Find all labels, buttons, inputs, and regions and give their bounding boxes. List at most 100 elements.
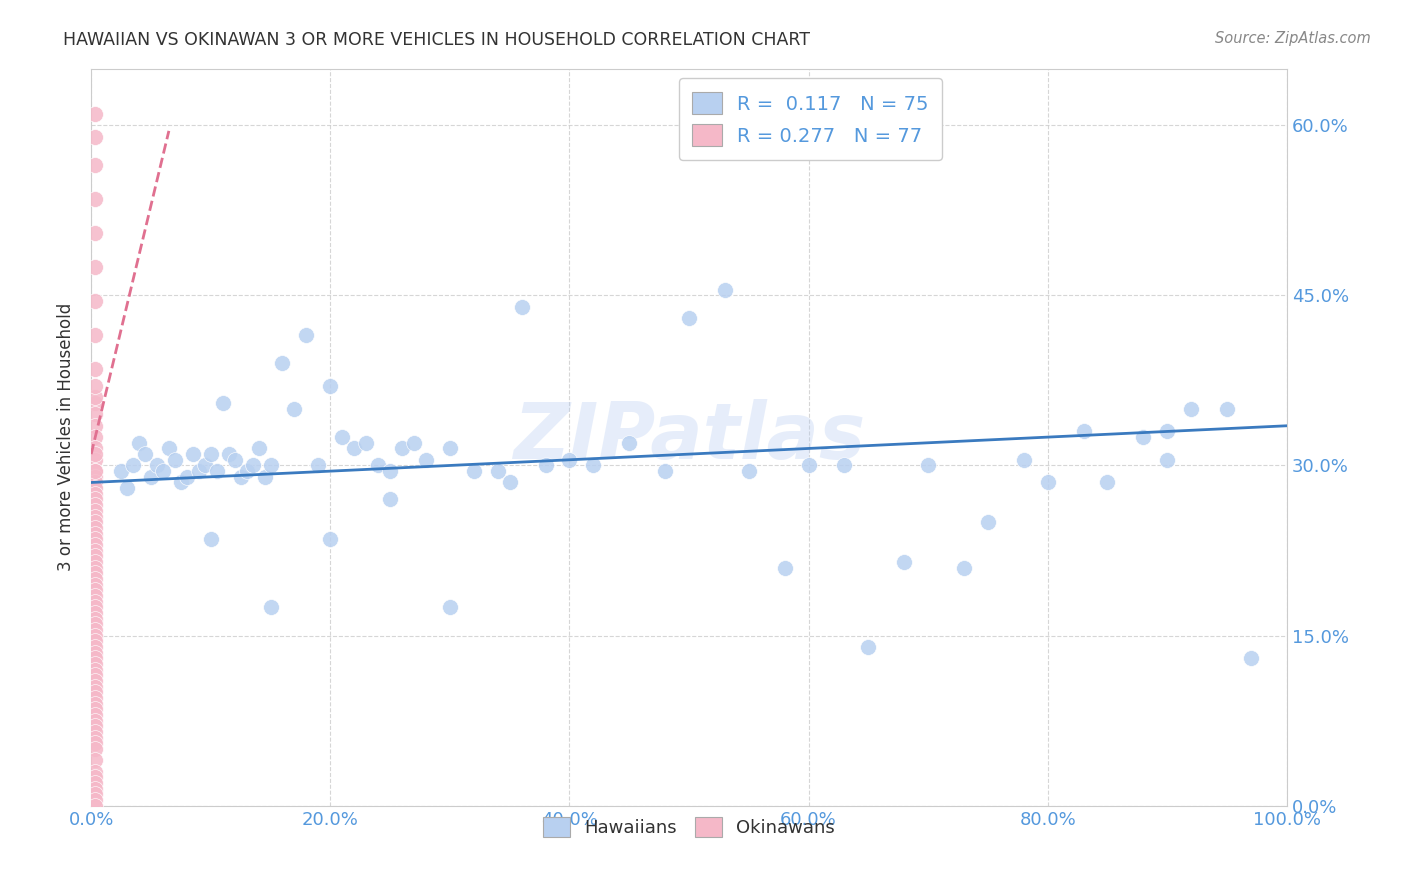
Point [1216, 401, 1239, 416]
Point [1156, 452, 1178, 467]
Point [83, 226, 105, 240]
Point [83, 617, 105, 632]
Point [402, 435, 425, 450]
Point [83, 589, 105, 603]
Point [83, 776, 105, 790]
Point [83, 685, 105, 699]
Point [439, 600, 461, 615]
Point [534, 458, 557, 473]
Point [343, 442, 366, 456]
Point [83, 657, 105, 671]
Point [83, 538, 105, 552]
Point [259, 458, 281, 473]
Legend: Hawaiians, Okinawans: Hawaiians, Okinawans [536, 809, 842, 845]
Point [83, 697, 105, 711]
Point [253, 470, 276, 484]
Point [83, 396, 105, 410]
Point [83, 611, 105, 625]
Point [83, 391, 105, 405]
Point [83, 623, 105, 637]
Point [486, 464, 509, 478]
Point [83, 708, 105, 723]
Point [439, 442, 461, 456]
Point [319, 532, 342, 546]
Point [378, 464, 401, 478]
Point [83, 430, 105, 444]
Point [83, 594, 105, 608]
Point [176, 470, 198, 484]
Point [83, 781, 105, 796]
Point [330, 430, 353, 444]
Point [83, 470, 105, 484]
Point [170, 475, 193, 490]
Point [83, 464, 105, 478]
Point [83, 742, 105, 756]
Point [83, 577, 105, 591]
Point [83, 788, 105, 802]
Point [242, 458, 264, 473]
Point [319, 379, 342, 393]
Point [83, 526, 105, 541]
Point [83, 702, 105, 716]
Point [714, 283, 737, 297]
Point [211, 396, 233, 410]
Point [858, 640, 880, 654]
Point [1073, 425, 1095, 439]
Point [229, 470, 252, 484]
Point [146, 458, 169, 473]
Point [271, 356, 294, 370]
Point [83, 447, 105, 461]
Y-axis label: 3 or more Vehicles in Household: 3 or more Vehicles in Household [58, 303, 75, 571]
Point [83, 736, 105, 750]
Point [83, 583, 105, 598]
Point [1012, 452, 1035, 467]
Point [187, 464, 209, 478]
Point [977, 515, 1000, 529]
Point [128, 435, 150, 450]
Point [83, 606, 105, 620]
Point [953, 560, 976, 574]
Point [83, 418, 105, 433]
Point [224, 452, 246, 467]
Point [83, 566, 105, 581]
Point [83, 408, 105, 422]
Point [619, 435, 641, 450]
Point [83, 560, 105, 574]
Point [1240, 651, 1263, 665]
Point [558, 452, 581, 467]
Point [157, 442, 180, 456]
Point [83, 442, 105, 456]
Text: ZIPatlas: ZIPatlas [513, 399, 865, 475]
Point [83, 634, 105, 648]
Point [83, 504, 105, 518]
Point [83, 452, 105, 467]
Point [83, 192, 105, 206]
Point [83, 555, 105, 569]
Point [259, 600, 281, 615]
Point [200, 532, 222, 546]
Point [83, 509, 105, 524]
Point [1180, 401, 1202, 416]
Point [83, 572, 105, 586]
Point [367, 458, 389, 473]
Point [498, 475, 520, 490]
Point [194, 458, 217, 473]
Point [134, 447, 156, 461]
Point [83, 532, 105, 546]
Point [391, 442, 413, 456]
Point [797, 458, 820, 473]
Point [218, 447, 240, 461]
Point [83, 328, 105, 343]
Point [773, 560, 796, 574]
Point [83, 764, 105, 779]
Point [83, 663, 105, 677]
Point [83, 793, 105, 807]
Point [83, 753, 105, 767]
Point [181, 447, 204, 461]
Point [110, 464, 132, 478]
Point [83, 464, 105, 478]
Point [678, 311, 700, 326]
Point [1156, 425, 1178, 439]
Point [83, 668, 105, 682]
Point [205, 464, 228, 478]
